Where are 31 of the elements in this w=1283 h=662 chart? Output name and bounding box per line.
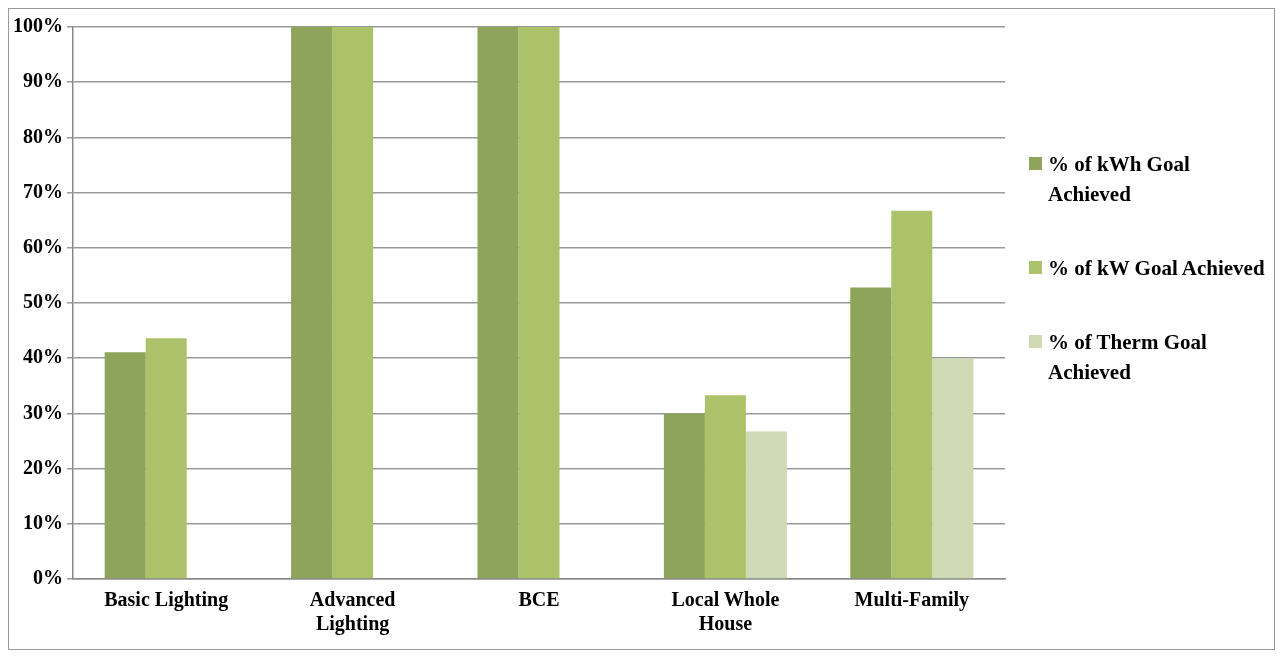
bar	[332, 27, 374, 579]
y-tick-label: 70%	[23, 179, 63, 202]
x-tick-label: Multi-Family	[854, 588, 970, 612]
y-tick-label: 50%	[23, 290, 63, 313]
bar	[291, 27, 333, 579]
bar	[477, 27, 519, 579]
bar	[663, 413, 705, 579]
bar	[145, 338, 187, 579]
bar	[850, 287, 892, 579]
legend-label: % of Therm Goal Achieved	[1048, 329, 1208, 386]
bar	[932, 358, 974, 579]
y-tick-label: 80%	[23, 124, 63, 147]
y-tick-label: 60%	[23, 234, 63, 257]
y-tick-label: 30%	[23, 400, 63, 423]
y-tick-label: 10%	[23, 510, 63, 533]
legend-label: % of kWh Goal Achieved	[1048, 151, 1191, 208]
bar	[104, 352, 146, 579]
y-tick-label: 40%	[23, 345, 63, 368]
y-tick-label: 20%	[23, 455, 63, 478]
bar	[518, 27, 560, 579]
x-tick-label: BCE	[518, 588, 560, 611]
x-tick-label: Advanced Lighting	[309, 588, 396, 636]
x-tick-label: Local Whole House	[671, 588, 780, 635]
x-tick-label: Basic Lighting	[104, 588, 229, 612]
bar	[745, 431, 787, 579]
y-tick-label: 90%	[23, 69, 63, 92]
y-tick-label: 0%	[33, 566, 63, 589]
bar	[891, 210, 933, 579]
y-tick-label: 100%	[13, 14, 63, 37]
legend-label: % of kW Goal Achieved	[1048, 255, 1265, 282]
bar	[704, 395, 746, 579]
